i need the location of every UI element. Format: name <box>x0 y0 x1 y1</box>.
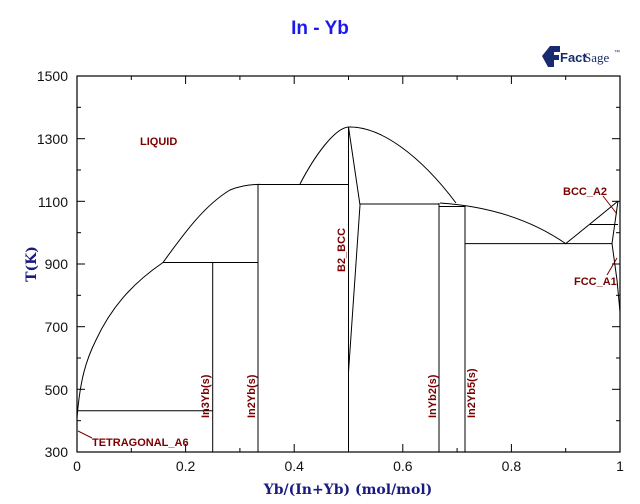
svg-text:BCC_A2: BCC_A2 <box>563 186 607 198</box>
svg-text:Fact: Fact <box>560 50 587 65</box>
svg-text:In2Yb(s): In2Yb(s) <box>246 374 258 418</box>
svg-text:1500: 1500 <box>37 68 68 84</box>
svg-text:300: 300 <box>45 444 69 460</box>
svg-text:500: 500 <box>45 382 69 398</box>
svg-text:In2Yb5(s): In2Yb5(s) <box>466 368 478 418</box>
svg-text:In3Yb(s): In3Yb(s) <box>200 374 212 418</box>
svg-text:B2_BCC: B2_BCC <box>336 228 348 272</box>
svg-text:0.8: 0.8 <box>502 458 522 474</box>
svg-text:LIQUID: LIQUID <box>140 136 177 148</box>
svg-text:TETRAGONAL_A6: TETRAGONAL_A6 <box>92 437 189 449</box>
svg-text:0.4: 0.4 <box>284 458 304 474</box>
y-axis-title: T(K) <box>24 246 40 282</box>
svg-text:0.6: 0.6 <box>393 458 413 474</box>
svg-text:700: 700 <box>45 319 69 335</box>
x-tick-labels: 0 0.2 0.4 0.6 0.8 1 <box>73 458 624 474</box>
svg-text:1300: 1300 <box>37 131 68 147</box>
svg-text:1: 1 <box>616 458 624 474</box>
phase-boundaries <box>76 126 621 452</box>
x-axis-title: Yb/(In+Yb) (mol/mol) <box>263 482 433 498</box>
compound-labels: In3Yb(s) In2Yb(s) InYb2(s) In2Yb5(s) <box>200 368 478 418</box>
svg-text:Sage: Sage <box>584 50 610 65</box>
chart-title: In - Yb <box>291 18 349 39</box>
phase-labels: LIQUID TETRAGONAL_A6 B2_BCC BCC_A2 FCC_A… <box>77 136 618 449</box>
svg-text:FCC_A1: FCC_A1 <box>574 276 617 288</box>
y-ticks <box>77 106 620 422</box>
svg-text:™: ™ <box>614 49 620 56</box>
y-tick-labels: 300 500 700 900 1100 1300 1500 <box>37 68 68 460</box>
svg-text:0.2: 0.2 <box>176 458 196 474</box>
factsage-logo-icon: Fact Sage ™ <box>542 46 620 67</box>
svg-text:1100: 1100 <box>38 194 68 210</box>
svg-text:900: 900 <box>45 256 69 272</box>
svg-text:InYb2(s): InYb2(s) <box>427 374 439 418</box>
svg-text:0: 0 <box>73 458 81 474</box>
